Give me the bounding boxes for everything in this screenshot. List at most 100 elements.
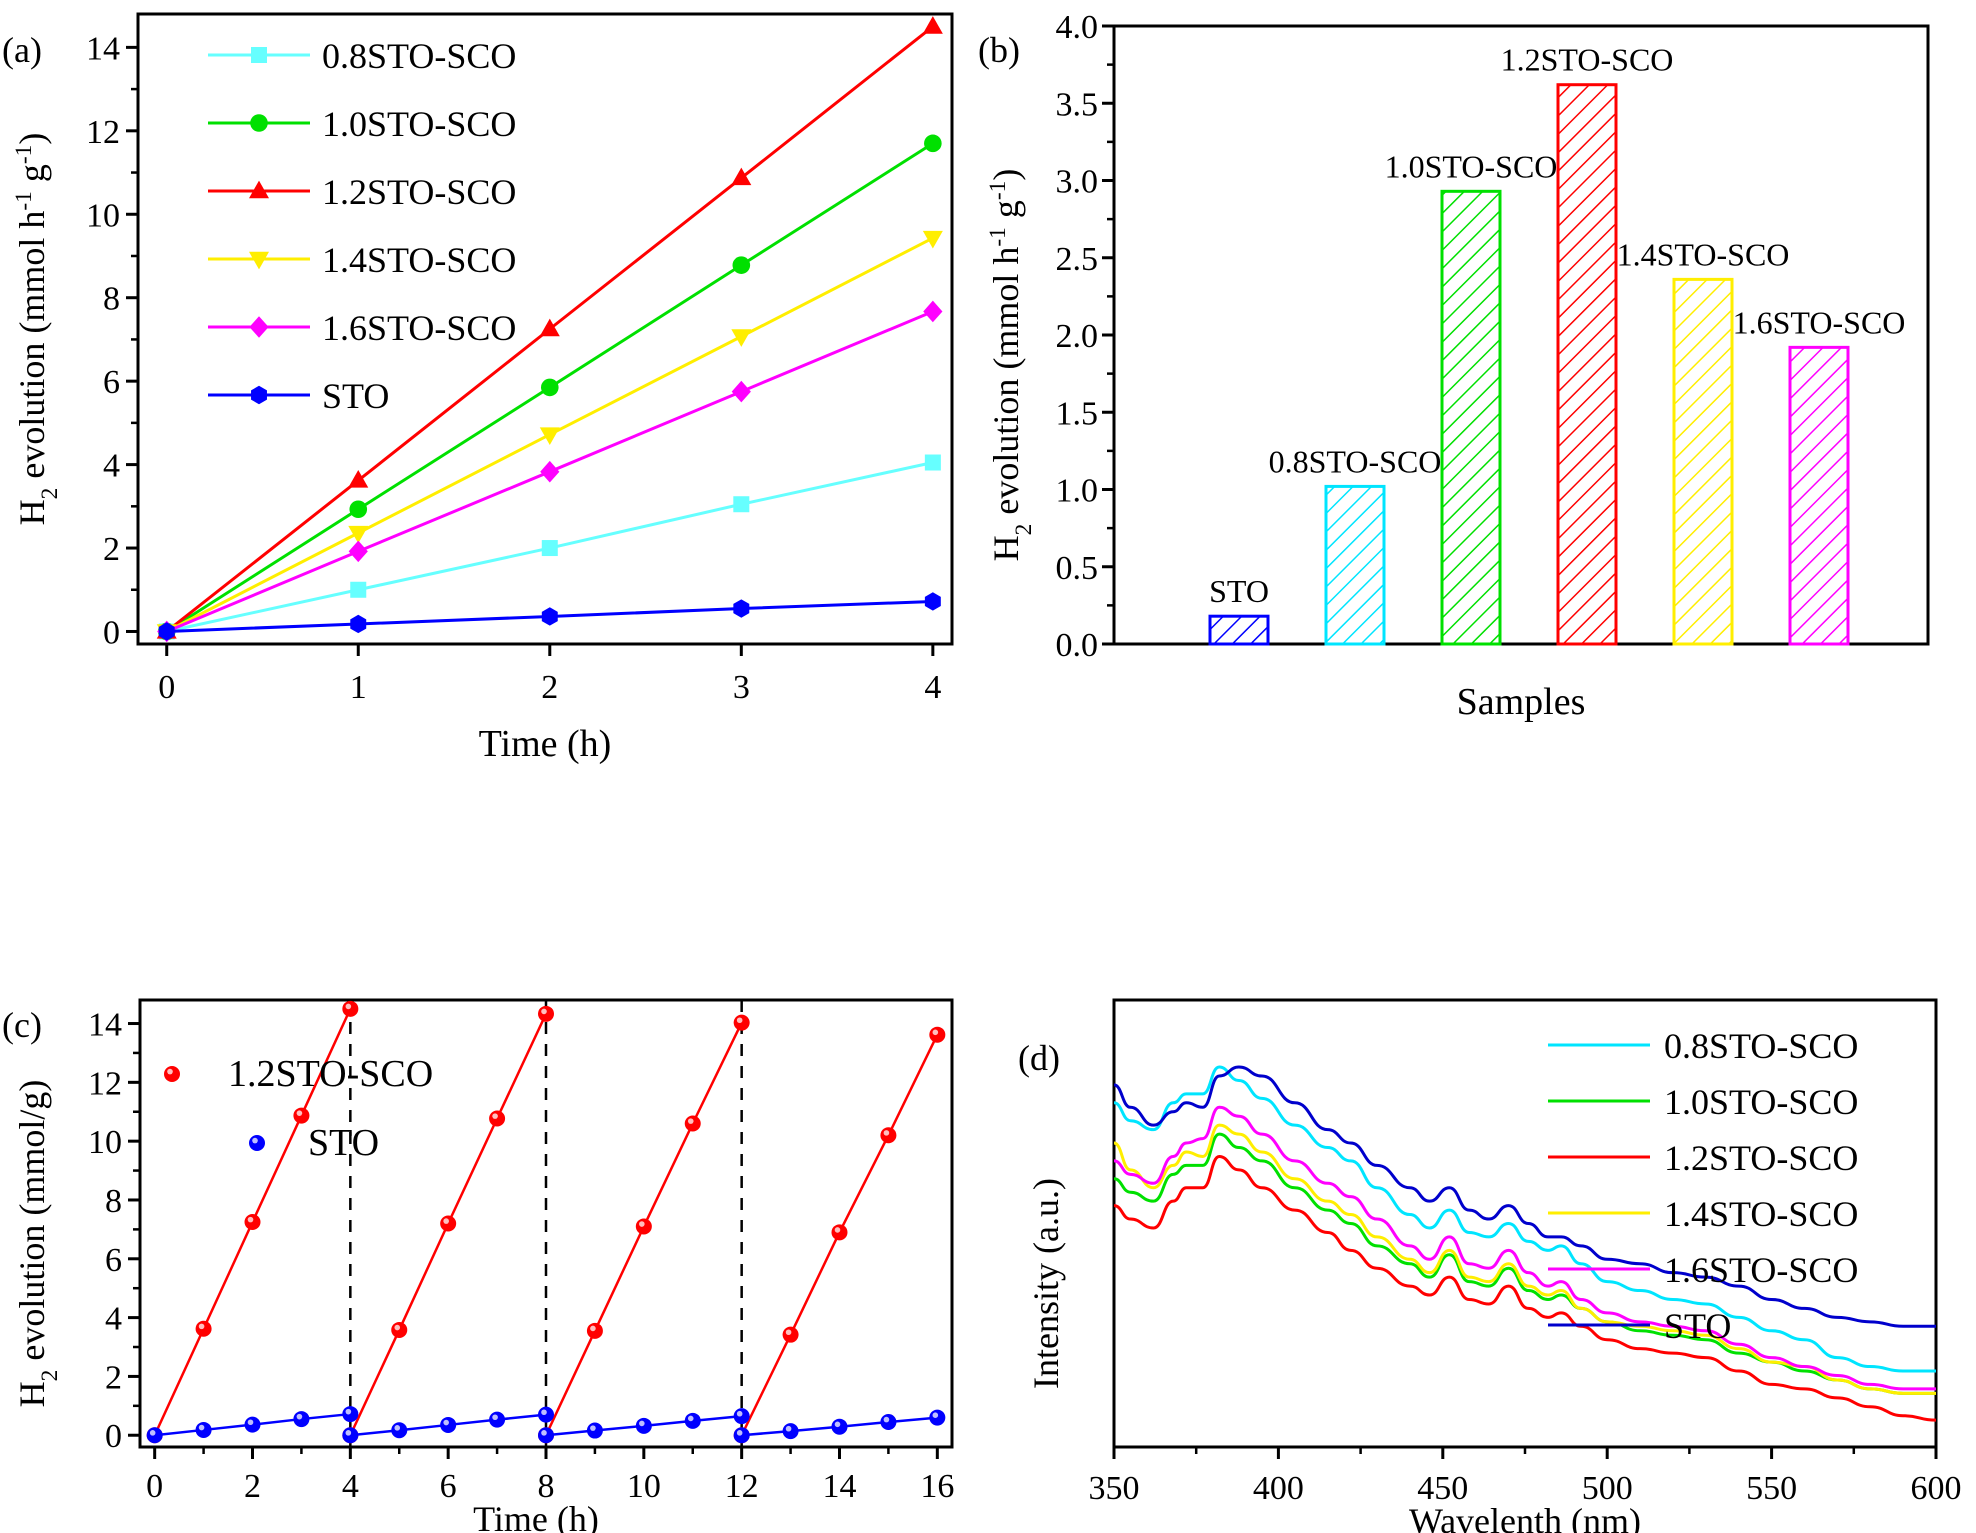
x-tick-label: 600 xyxy=(1911,1470,1962,1507)
series-line-1.2STO-SCO xyxy=(1113,1154,1937,1422)
data-point xyxy=(342,1427,359,1444)
data-point xyxy=(541,540,558,557)
data-point xyxy=(195,1320,212,1337)
data-point xyxy=(540,460,560,483)
data-point xyxy=(293,1411,310,1428)
x-tick-label: 4 xyxy=(342,1468,359,1505)
data-point xyxy=(350,581,367,598)
data-point xyxy=(146,1427,163,1444)
data-point xyxy=(391,1321,408,1338)
bar-label: 1.4STO-SCO xyxy=(1617,236,1790,272)
data-point-body xyxy=(880,1127,897,1144)
x-tick-label: 3 xyxy=(733,669,750,706)
x-tick-label: 2 xyxy=(541,669,558,706)
data-point-highlight xyxy=(639,1420,645,1427)
data-point xyxy=(924,592,941,611)
legend-label: 1.0STO-SCO xyxy=(1664,1082,1858,1122)
data-point-body xyxy=(880,1414,897,1431)
series-line-0.8STO-SCO xyxy=(1113,1065,1936,1373)
data-point-body xyxy=(782,1326,799,1343)
y-tick-label: 0.5 xyxy=(1056,550,1099,587)
x-axis-label: Wavelenth (nm) xyxy=(1409,1501,1641,1533)
data-point-body xyxy=(244,1214,261,1231)
data-point xyxy=(924,454,941,471)
bar-STO xyxy=(1208,614,1270,646)
y-tick-label: 3.5 xyxy=(1056,86,1099,123)
data-point-body xyxy=(635,1417,652,1434)
x-tick-label: 450 xyxy=(1417,1470,1468,1507)
y-tick-label: 2.0 xyxy=(1056,318,1099,355)
data-point xyxy=(733,496,750,513)
data-point xyxy=(782,1326,799,1343)
y-axis-label-text: Intensity (a.u.) xyxy=(1026,1178,1066,1389)
y-tick-label: 10 xyxy=(88,1124,122,1161)
data-point-body xyxy=(391,1422,408,1439)
bar-0.8STO-SCO xyxy=(1324,484,1386,646)
bar-label: 1.6STO-SCO xyxy=(1733,304,1906,340)
data-point-highlight xyxy=(296,1413,303,1420)
data-point-body xyxy=(586,1322,603,1339)
x-tick-label: 550 xyxy=(1746,1470,1797,1507)
data-point-body xyxy=(929,1409,946,1426)
legend-label: 1.6STO-SCO xyxy=(1664,1250,1858,1290)
y-tick-label: 6 xyxy=(105,1242,122,1279)
data-point xyxy=(541,607,558,626)
data-point xyxy=(348,525,369,544)
data-point-body xyxy=(831,1418,848,1435)
data-point xyxy=(348,540,368,563)
data-point-highlight xyxy=(785,1425,792,1432)
legend-marker-highlight xyxy=(167,1068,173,1075)
data-point xyxy=(923,300,943,323)
data-point-highlight xyxy=(687,1118,694,1124)
x-tick-label: 500 xyxy=(1582,1470,1633,1507)
data-point-highlight xyxy=(394,1324,401,1331)
x-tick-label: 4 xyxy=(924,669,941,706)
y-tick-label: 0.0 xyxy=(1056,627,1099,664)
legend-marker xyxy=(249,316,269,338)
data-point xyxy=(538,1427,554,1444)
bar-1.0STO-SCO xyxy=(1440,189,1502,646)
data-point-highlight xyxy=(687,1415,694,1422)
x-tick-label: 6 xyxy=(440,1468,457,1505)
data-point-highlight xyxy=(932,1412,939,1418)
data-point-body xyxy=(342,1406,359,1423)
data-point xyxy=(929,1026,946,1043)
data-point xyxy=(929,1409,946,1426)
x-tick-label: 2 xyxy=(244,1468,261,1505)
data-point-highlight xyxy=(883,1416,890,1423)
x-tick-label: 12 xyxy=(725,1468,759,1505)
legend-marker xyxy=(249,1135,265,1151)
data-point-highlight xyxy=(394,1425,401,1431)
data-point xyxy=(293,1107,310,1124)
x-tick-label: 0 xyxy=(158,669,175,706)
bar-label: STO xyxy=(1209,573,1269,609)
x-tick-label: 350 xyxy=(1089,1470,1140,1507)
data-point-highlight xyxy=(443,1419,449,1426)
data-point xyxy=(635,1218,652,1235)
y-tick-label: 2 xyxy=(105,1359,122,1396)
data-point xyxy=(342,1000,359,1017)
data-point-body xyxy=(684,1115,701,1132)
bar-1.4STO-SCO xyxy=(1672,277,1734,646)
y-tick-label: 14 xyxy=(86,30,120,67)
legend-marker-body xyxy=(164,1066,180,1082)
data-point xyxy=(782,1423,799,1440)
data-point-highlight xyxy=(345,1003,352,1010)
data-point-body xyxy=(538,1005,554,1022)
y-tick-label: 0 xyxy=(103,614,120,651)
data-point-highlight xyxy=(932,1029,939,1036)
data-point-body xyxy=(733,1408,750,1425)
data-point-highlight xyxy=(541,1008,547,1015)
data-point-body xyxy=(538,1406,554,1423)
data-point xyxy=(195,1421,212,1438)
data-point xyxy=(924,134,942,153)
data-point xyxy=(440,1416,457,1433)
y-tick-label: 10 xyxy=(86,197,120,234)
data-point-highlight xyxy=(736,1430,743,1436)
legend-label: 0.8STO-SCO xyxy=(1664,1026,1858,1066)
data-point xyxy=(733,599,750,618)
series-line-1.6STO-SCO xyxy=(1113,1105,1936,1391)
data-point xyxy=(244,1214,261,1231)
bar-label: 1.0STO-SCO xyxy=(1385,148,1558,184)
